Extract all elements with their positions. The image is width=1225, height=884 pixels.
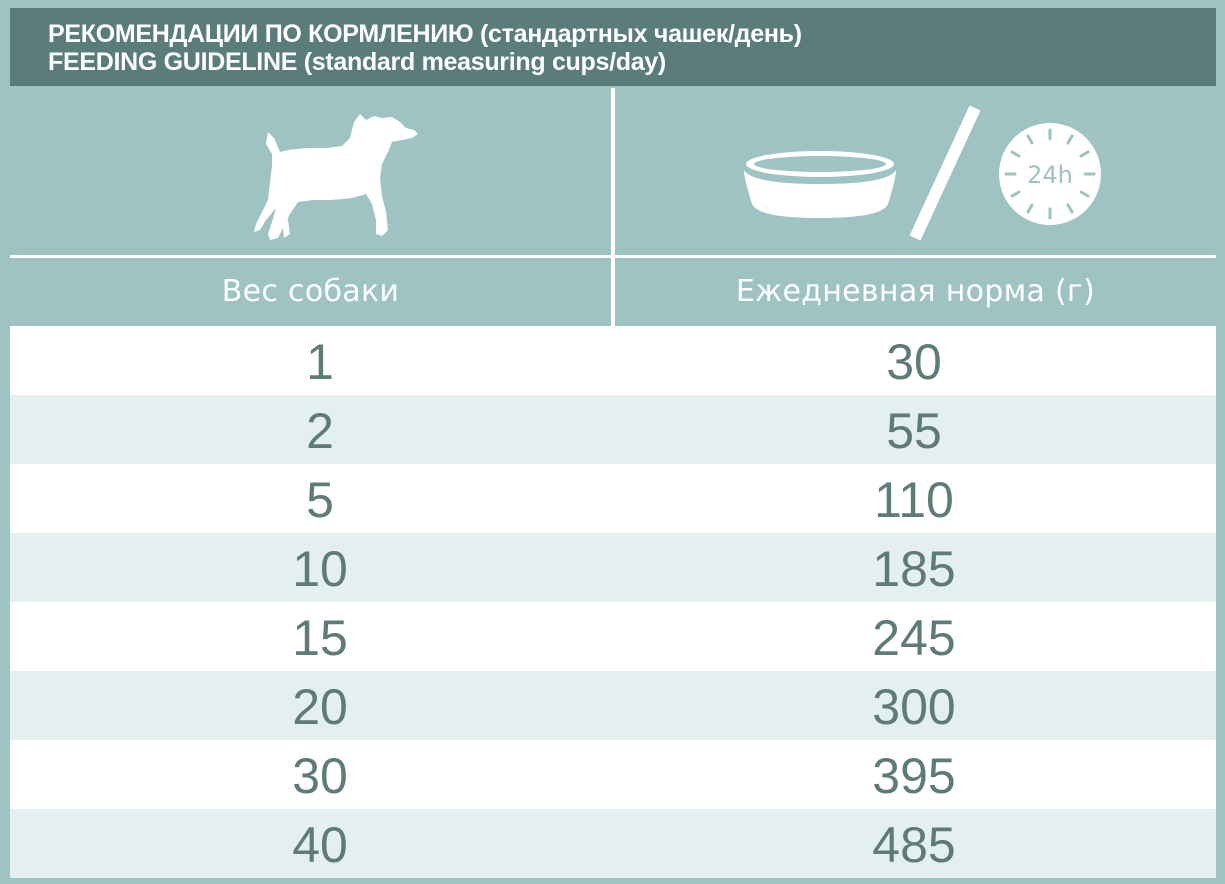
norm-cell: 245 [872, 610, 956, 666]
weight-cell: 1 [306, 334, 334, 390]
weight-cell: 15 [292, 610, 348, 666]
weight-cell: 30 [292, 748, 348, 804]
weight-cell: 5 [306, 472, 334, 528]
weight-column-label: Вес собаки [221, 274, 400, 309]
column-divider [611, 88, 615, 326]
dog-silhouette-icon [254, 114, 418, 240]
clock-label: 24h [1027, 161, 1073, 189]
weight-cell: 10 [292, 541, 348, 597]
table-row: 40 485 [10, 809, 1216, 878]
bowl-per-day-icon-cell: 24h [615, 88, 1216, 255]
table-row: 20 300 [10, 671, 1216, 740]
norm-cell: 185 [872, 541, 956, 597]
norm-cell: 395 [872, 748, 956, 804]
table-row: 10 185 [10, 533, 1216, 602]
norm-cell: 485 [872, 817, 956, 873]
norm-column-label: Ежедневная норма (г) [735, 274, 1096, 309]
table-row: 5 110 [10, 464, 1216, 533]
norm-cell: 30 [886, 334, 942, 390]
table-row: 2 55 [10, 395, 1216, 464]
weight-cell: 20 [292, 679, 348, 735]
weight-cell: 40 [292, 817, 348, 873]
weight-column-header: Вес собаки [10, 258, 611, 326]
title-russian: РЕКОМЕНДАЦИИ ПО КОРМЛЕНИЮ (стандартных ч… [48, 20, 802, 48]
table-row: 1 30 [10, 326, 1216, 395]
title-english: FEEDING GUIDELINE (standard measuring cu… [48, 48, 666, 76]
feeding-table: 1 30 2 55 5 110 10 185 15 245 20 300 30 … [10, 326, 1216, 878]
header-divider [10, 255, 1216, 258]
slash-icon [909, 105, 981, 241]
table-row: 30 395 [10, 740, 1216, 809]
title-bar: РЕКОМЕНДАЦИИ ПО КОРМЛЕНИЮ (стандартных ч… [10, 8, 1216, 86]
dog-icon-cell [10, 88, 611, 255]
norm-cell: 300 [872, 679, 956, 735]
norm-cell: 110 [874, 472, 954, 528]
clock-24h-icon: 24h [999, 123, 1101, 225]
weight-cell: 2 [306, 403, 334, 459]
food-bowl-icon [744, 151, 896, 218]
table-row: 15 245 [10, 602, 1216, 671]
norm-column-header: Ежедневная норма (г) [615, 258, 1216, 326]
norm-cell: 55 [886, 403, 942, 459]
